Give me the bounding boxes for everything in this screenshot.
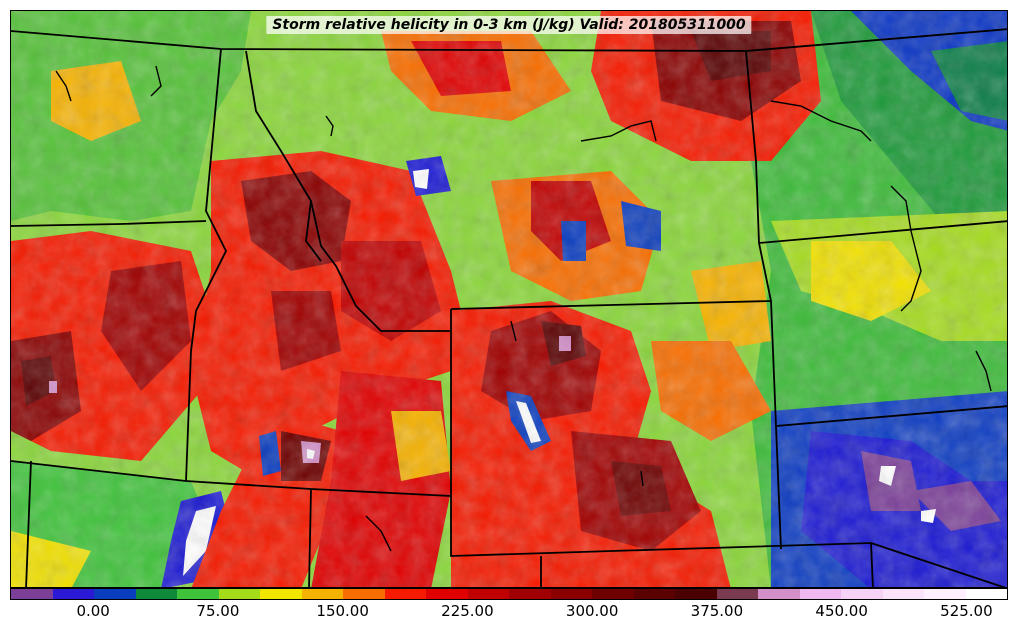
water-features xyxy=(55,65,992,552)
colorbar-swatch xyxy=(675,589,717,599)
colorbar-swatch xyxy=(177,589,219,599)
colorbar-tick-label: 0.00 xyxy=(76,602,110,620)
map-canvas xyxy=(11,11,1007,587)
colorbar-tick-label: 300.00 xyxy=(565,602,619,620)
colorbar-swatch xyxy=(924,589,966,599)
colorbar-swatch xyxy=(841,589,883,599)
colorbar-swatch xyxy=(52,589,94,599)
colorbar-swatch xyxy=(301,589,343,599)
colorbar-tick-label: 150.00 xyxy=(316,602,369,620)
colorbar-swatch xyxy=(467,589,509,599)
colorbar-swatch xyxy=(384,589,426,599)
colorbar-swatch xyxy=(592,589,634,599)
colorbar-swatch xyxy=(11,589,53,599)
colorbar-swatch xyxy=(260,589,302,599)
colorbar-swatch xyxy=(716,589,758,599)
colorbar-swatch xyxy=(758,589,800,599)
colorbar-tick-label: 450.00 xyxy=(815,602,868,620)
state-boundaries xyxy=(11,28,1007,587)
colorbar-swatch xyxy=(135,589,177,599)
field-texture xyxy=(11,11,1007,587)
map-title: Storm relative helicity in 0-3 km (J/kg)… xyxy=(266,16,752,34)
colorbar-swatch xyxy=(799,589,841,599)
colorbar-swatch xyxy=(633,589,675,599)
colorbar-swatch xyxy=(94,589,136,599)
colorbar-tick-labels: 0.00 75.00 150.00 225.00 300.00 375.00 450.00 5… xyxy=(10,602,1008,626)
colorbar-tick-label: 75.00 xyxy=(196,602,240,620)
colorbar-tick-label: 525.00 xyxy=(940,602,993,620)
helicity-map: Storm relative helicity in 0-3 km (J/kg)… xyxy=(10,10,1008,588)
colorbar-swatch xyxy=(218,589,260,599)
colorbar-swatch xyxy=(426,589,468,599)
colorbar-tick-label: 225.00 xyxy=(441,602,494,620)
colorbar-swatch xyxy=(343,589,385,599)
colorbar-tick-label: 375.00 xyxy=(690,602,744,620)
colorbar-swatch xyxy=(509,589,551,599)
colorbar xyxy=(10,588,1008,600)
colorbar-swatch xyxy=(882,589,924,599)
colorbar-swatch xyxy=(550,589,592,599)
colorbar-swatch xyxy=(965,589,1007,599)
